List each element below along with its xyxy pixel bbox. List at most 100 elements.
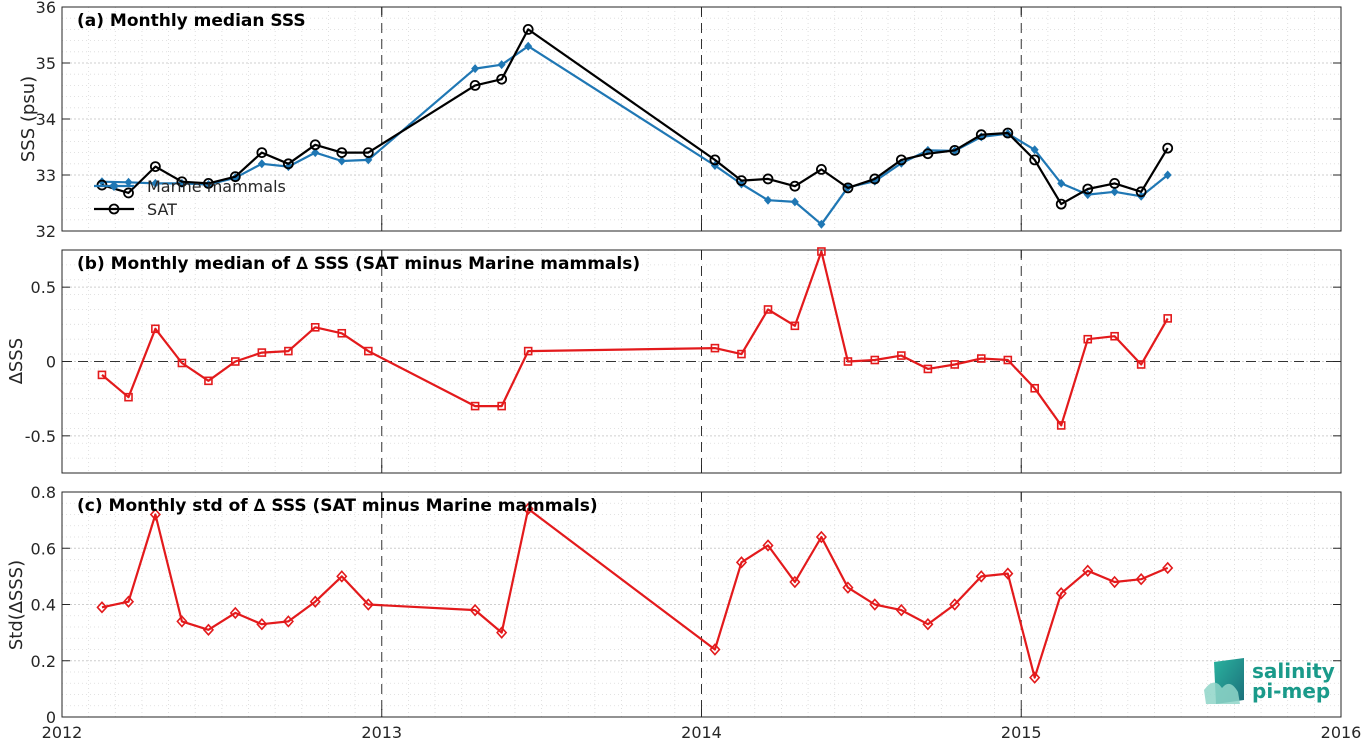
data-point (789, 180, 801, 192)
data-point (709, 154, 721, 166)
y-tick-label: 0.8 (31, 483, 56, 502)
data-point (176, 176, 188, 188)
data-point (735, 556, 748, 569)
y-tick-label: 34 (36, 110, 56, 129)
logo-line2: pi-mep (1252, 679, 1330, 703)
data-point (364, 346, 373, 356)
panel-b: -0.5 0 0.5 (25, 247, 1342, 474)
data-point (922, 148, 934, 160)
data-point (817, 247, 826, 256)
y-tick-label: 35 (36, 54, 56, 73)
data-point (762, 539, 774, 552)
legend-marine-mammals-marker (109, 181, 119, 191)
data-point (97, 370, 107, 380)
data-point (1082, 564, 1094, 577)
data-point (1109, 177, 1121, 189)
data-point (1110, 331, 1119, 341)
data-point (1002, 127, 1014, 139)
data-point (123, 187, 134, 199)
data-point (790, 321, 800, 331)
data-point (97, 177, 106, 187)
data-point (309, 139, 321, 151)
data-point (1002, 567, 1014, 580)
legend-sat-label: SAT (147, 200, 177, 219)
logo-line1: salinity (1252, 659, 1335, 683)
data-point (337, 156, 346, 166)
data-point (362, 147, 374, 159)
data-point (337, 328, 347, 338)
data-point (282, 158, 294, 170)
x-tick-label: 2015 (1001, 723, 1042, 742)
data-point (1030, 383, 1039, 393)
y-tick-label: 32 (36, 222, 56, 241)
data-point (1136, 360, 1146, 369)
panel-b-ylabel: ∆SSS (6, 338, 27, 385)
data-point (469, 603, 481, 617)
data-point (1056, 421, 1066, 430)
data-point (151, 324, 160, 334)
data-point (124, 177, 133, 187)
series-line (101, 250, 1169, 427)
y-tick-label: 0.2 (31, 652, 56, 671)
y-tick-label: 0.4 (31, 596, 56, 615)
y-tick-label: 0 (46, 708, 56, 727)
data-point (1163, 170, 1172, 180)
data-point (122, 595, 135, 608)
series-2-0 (96, 502, 1174, 684)
data-point (1030, 145, 1039, 155)
data-point (1162, 561, 1174, 575)
series-line (101, 28, 1169, 206)
panel-a: 32 33 34 35 36 (36, 0, 1342, 241)
data-point (922, 617, 934, 631)
data-point (524, 41, 533, 51)
data-point (1055, 587, 1067, 600)
plot-area: 32 33 34 35 36 -0.5 0 0.5 0 0.2 0.4 0.6 0.8 2012 2013 2… (25, 0, 1362, 742)
legend-marine-mammals-label: Marine mammals (147, 177, 286, 196)
data-point (949, 598, 961, 611)
data-point (284, 346, 293, 356)
data-point (229, 171, 241, 183)
data-point (311, 148, 320, 158)
panel-a-title: (a) Monthly median SSS (77, 11, 306, 31)
data-point (870, 355, 880, 365)
panel-b-title: (b) Monthly median of ∆ SSS (SAT minus M… (77, 254, 640, 274)
data-point (950, 360, 960, 369)
legend: Marine mammals SAT (94, 177, 286, 219)
x-tick-label: 2016 (1321, 723, 1362, 742)
data-point (1082, 183, 1094, 195)
data-point (149, 161, 161, 173)
data-point (762, 173, 774, 185)
y-tick-label: 36 (36, 0, 56, 17)
panel-a-ylabel: SSS (psu) (18, 76, 39, 162)
y-tick-label: 0.5 (31, 278, 56, 297)
data-point (522, 23, 534, 35)
data-point (362, 598, 374, 611)
data-point (96, 601, 108, 614)
data-point (737, 349, 746, 359)
data-point (975, 129, 987, 141)
data-point (710, 343, 720, 353)
panel-c-title: (c) Monthly std of ∆ SSS (SAT minus Mari… (77, 496, 598, 516)
data-point (1029, 154, 1041, 166)
data-point (709, 643, 721, 656)
data-point (895, 603, 907, 617)
data-point (522, 502, 534, 516)
data-point (1029, 671, 1041, 684)
data-point (176, 615, 188, 628)
data-point (897, 351, 906, 360)
legend-sat-marker (108, 203, 120, 215)
series-0-1 (96, 23, 1174, 210)
series-1-0 (97, 247, 1172, 430)
data-point (471, 64, 480, 74)
data-point (523, 346, 533, 356)
data-point (817, 219, 826, 229)
data-point (736, 175, 747, 187)
data-point (975, 570, 987, 583)
data-point (282, 615, 294, 628)
data-point (816, 163, 827, 175)
data-point (256, 147, 268, 159)
data-point (1003, 355, 1013, 365)
data-point (496, 626, 508, 639)
series-line (101, 507, 1169, 679)
